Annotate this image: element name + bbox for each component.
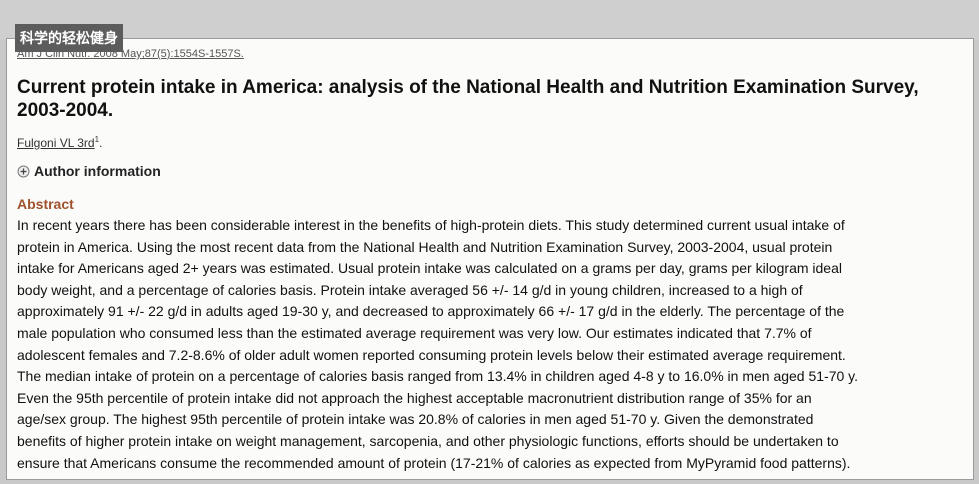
expand-icon — [17, 165, 30, 177]
top-bar — [0, 0, 979, 40]
abstract-line: adolescent females and 7.2-8.6% of older… — [17, 346, 846, 363]
abstract-line: intake for Americans aged 2+ years was e… — [17, 260, 842, 277]
abstract-line: male population who consumed less than t… — [17, 324, 812, 341]
abstract-line: In recent years there has been considera… — [17, 217, 845, 233]
affiliation-mark: 1 — [94, 135, 100, 144]
abstract-line: Even the 95th percentile of protein inta… — [17, 389, 812, 406]
abstract-line: body weight, and a percentage of calorie… — [17, 281, 803, 298]
author-info-toggle[interactable]: Author information — [17, 163, 161, 179]
author-line: Fulgoni VL 3rd1. — [17, 135, 102, 150]
abstract-heading: Abstract — [17, 196, 74, 212]
author-end: . — [99, 136, 103, 150]
article-card: Am J Clin Nutr. 2008 May;87(5):1554S-155… — [6, 38, 974, 480]
author-link[interactable]: Fulgoni VL 3rd — [17, 136, 95, 150]
abstract-line: benefits of higher protein intake on wei… — [17, 432, 839, 449]
abstract-line: approximately 91 +/- 22 g/d in adults ag… — [17, 303, 845, 320]
abstract-line: protein in America. Using the most recen… — [17, 238, 833, 255]
author-info-label: Author information — [34, 163, 161, 179]
abstract-line: age/sex group. The highest 95th percenti… — [17, 411, 814, 428]
abstract-line: ensure that Americans consume the recomm… — [17, 454, 851, 471]
article-title: Current protein intake in America: analy… — [17, 77, 919, 121]
abstract-line: The median intake of protein on a percen… — [17, 368, 859, 385]
watermark: 科学的轻松健身 — [15, 24, 123, 52]
abstract-text: In recent years there has been considera… — [17, 215, 858, 474]
